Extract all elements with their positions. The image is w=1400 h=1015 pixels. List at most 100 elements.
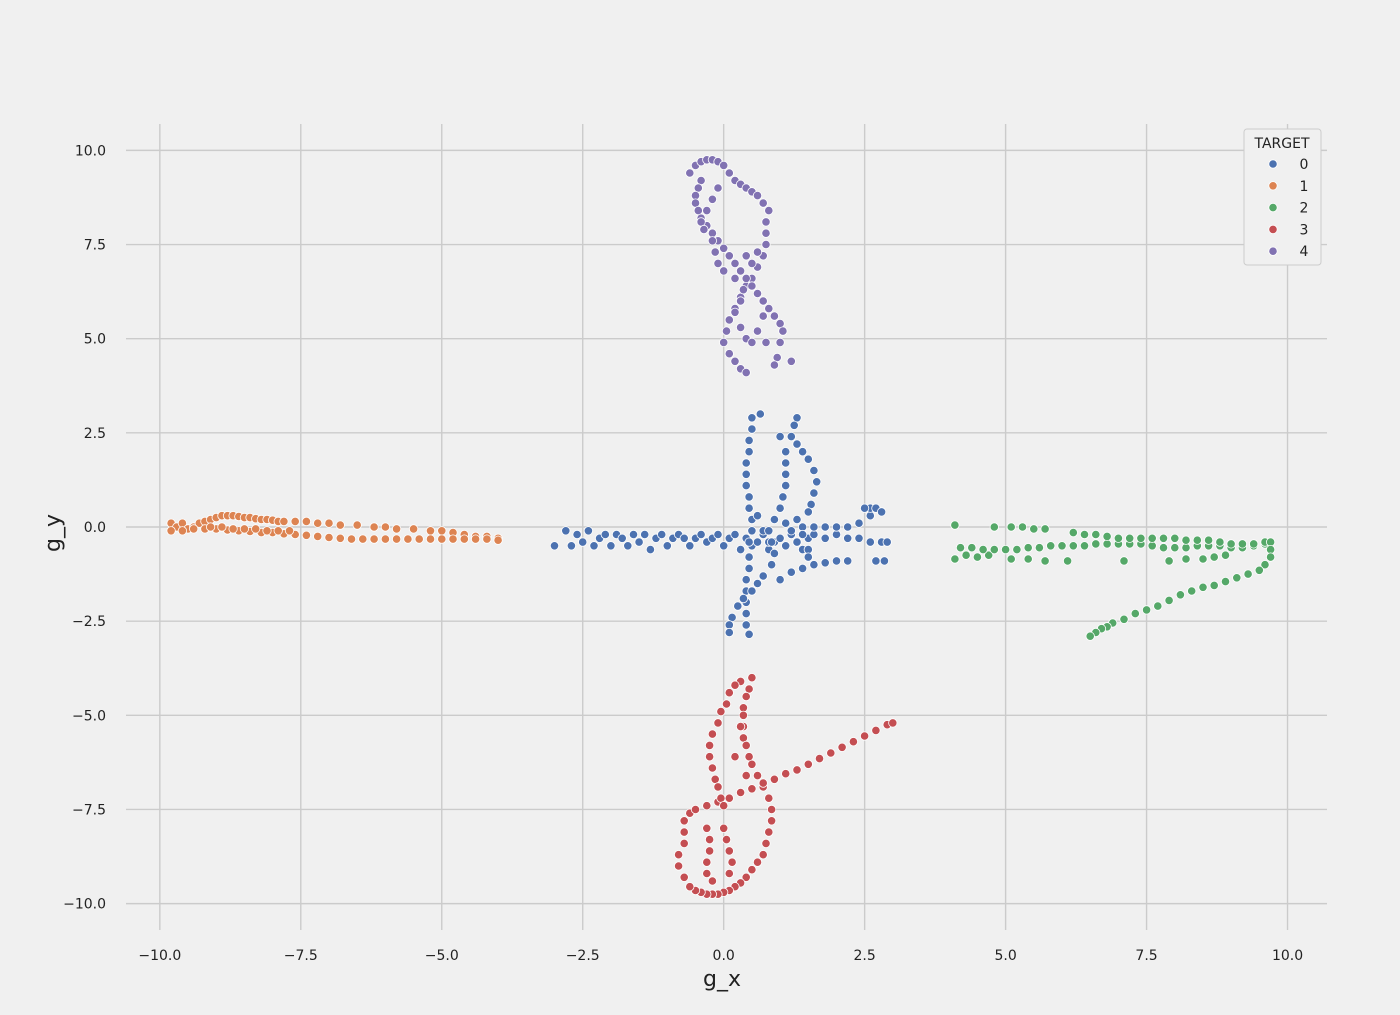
- data-point: [786, 431, 796, 442]
- data-point: [766, 816, 777, 826]
- series-0: [549, 409, 892, 639]
- data-point: [741, 620, 751, 630]
- data-point: [741, 575, 751, 585]
- data-point: [623, 541, 633, 551]
- data-point: [369, 534, 379, 544]
- legend-marker: [1268, 203, 1278, 213]
- data-point: [1029, 524, 1039, 534]
- data-point: [177, 526, 187, 536]
- data-point: [589, 541, 599, 551]
- data-point: [719, 266, 729, 276]
- data-point: [744, 447, 754, 457]
- data-point: [761, 838, 771, 849]
- data-point: [724, 315, 734, 325]
- data-point: [679, 838, 689, 849]
- data-point: [704, 834, 715, 845]
- data-point: [1000, 544, 1011, 555]
- data-point: [747, 337, 757, 347]
- data-point: [719, 337, 729, 347]
- data-point: [820, 522, 830, 532]
- data-point: [290, 516, 300, 527]
- data-point: [752, 511, 763, 521]
- data-point: [769, 774, 780, 784]
- data-point: [1034, 543, 1045, 553]
- data-point: [752, 537, 763, 547]
- data-point: [843, 556, 853, 566]
- y-tick-label: 2.5: [84, 426, 106, 442]
- data-point: [561, 526, 571, 536]
- data-point: [391, 534, 402, 544]
- data-point: [778, 492, 788, 502]
- data-point: [758, 850, 768, 860]
- data-point: [871, 556, 881, 566]
- data-point: [744, 537, 754, 547]
- data-point: [747, 526, 757, 536]
- data-point: [704, 846, 715, 856]
- data-point: [786, 356, 796, 366]
- y-tick-label: −5.0: [72, 708, 106, 724]
- data-point: [730, 680, 740, 690]
- data-point: [662, 541, 672, 551]
- data-point: [747, 784, 757, 794]
- data-point: [1220, 576, 1231, 587]
- data-point: [702, 206, 712, 216]
- data-point: [758, 296, 768, 306]
- data-point: [448, 534, 458, 544]
- data-point: [769, 311, 780, 321]
- data-point: [809, 488, 819, 498]
- data-point: [724, 251, 734, 261]
- data-point: [640, 529, 650, 540]
- data-point: [1068, 527, 1078, 538]
- data-point: [1204, 535, 1214, 545]
- data-point: [758, 778, 768, 788]
- data-point: [702, 801, 712, 811]
- data-point: [879, 556, 890, 566]
- data-point: [865, 537, 875, 547]
- data-point: [1266, 552, 1276, 562]
- data-point: [735, 787, 746, 798]
- data-point: [735, 266, 746, 276]
- data-point: [859, 731, 870, 741]
- data-point: [724, 168, 734, 178]
- data-point: [408, 524, 419, 534]
- legend-title: TARGET: [1253, 136, 1309, 152]
- data-point: [1209, 580, 1219, 591]
- legend: TARGET 0 1 2 3 4: [1243, 128, 1322, 266]
- x-tick-label: −10.0: [138, 948, 181, 964]
- data-point: [792, 439, 802, 449]
- data-point: [719, 823, 729, 833]
- data-point: [814, 753, 825, 764]
- data-point: [482, 534, 492, 544]
- data-point: [786, 526, 796, 536]
- data-point: [549, 541, 560, 551]
- data-point: [724, 688, 734, 698]
- legend-marker: [1268, 181, 1278, 191]
- data-point: [989, 522, 999, 532]
- data-point: [713, 183, 723, 193]
- legend-label: 4: [1300, 244, 1309, 260]
- series-3: [673, 673, 898, 899]
- y-tick-label: −2.5: [72, 614, 106, 630]
- data-point: [747, 673, 757, 683]
- data-point: [727, 857, 737, 867]
- data-point: [730, 307, 740, 317]
- data-point: [984, 550, 994, 560]
- data-point: [758, 571, 768, 581]
- data-point: [1023, 554, 1033, 564]
- y-tick-label: 7.5: [84, 238, 106, 254]
- data-point: [358, 534, 368, 544]
- data-point: [792, 514, 802, 525]
- data-point: [702, 868, 712, 879]
- data-point: [738, 285, 749, 295]
- data-point: [758, 198, 768, 208]
- data-point: [781, 458, 791, 468]
- data-point: [707, 729, 718, 739]
- data-point: [704, 752, 715, 762]
- data-point: [251, 524, 261, 534]
- data-point: [730, 529, 740, 540]
- data-point: [645, 544, 656, 555]
- data-point: [685, 168, 695, 178]
- data-point: [1249, 539, 1259, 549]
- data-point: [809, 560, 819, 570]
- data-point: [741, 273, 751, 283]
